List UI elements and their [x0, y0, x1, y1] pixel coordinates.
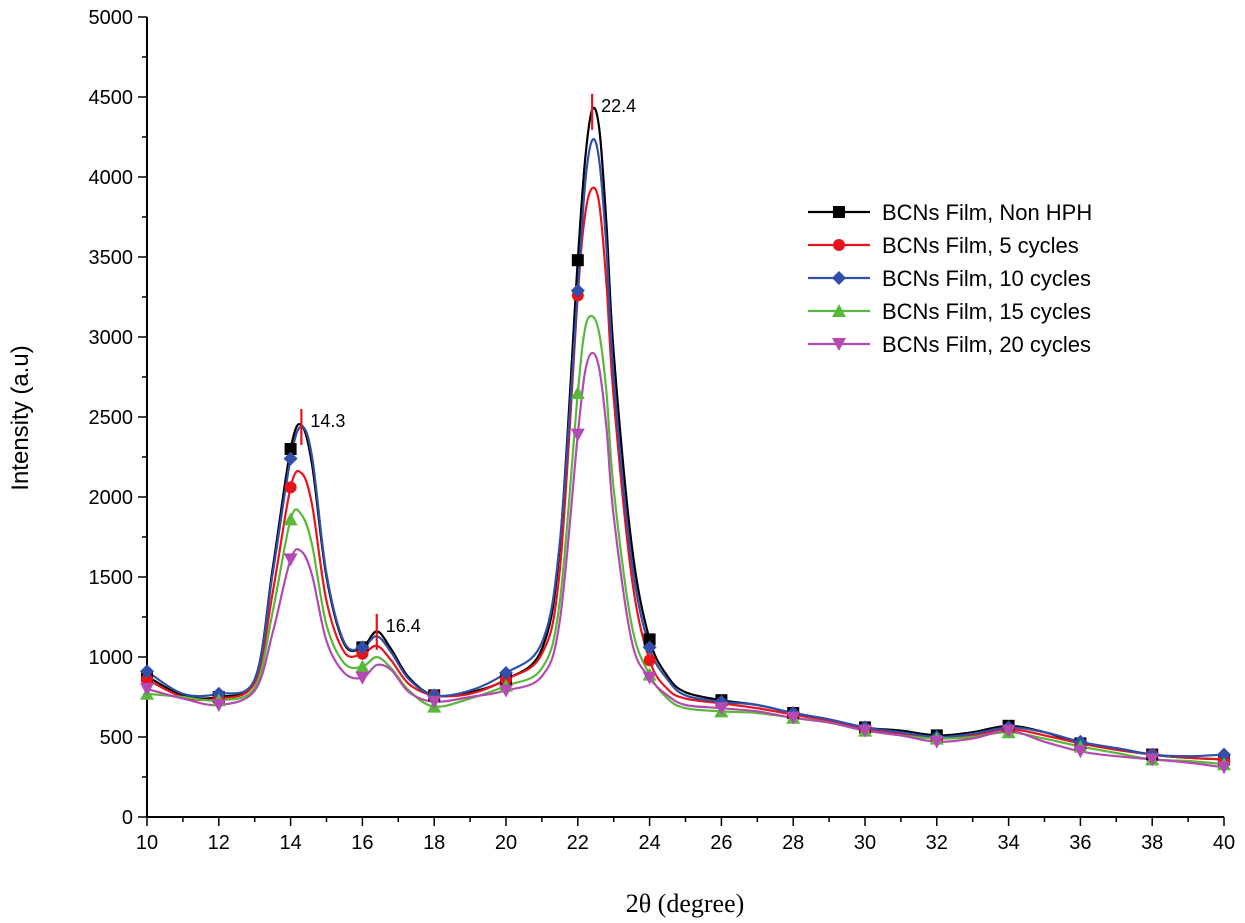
series-5-point [642, 671, 657, 685]
peak-annotations-group: 14.3 16.4 22.4 [300, 93, 636, 650]
y-tick-label: 4000 [89, 167, 134, 189]
legend-marker-4 [832, 304, 846, 317]
x-tick-label: 24 [638, 832, 660, 854]
x-tick-label: 16 [351, 832, 373, 854]
x-tick-label: 36 [1069, 832, 1091, 854]
y-tick-label: 1000 [89, 647, 134, 669]
x-tick-label: 10 [136, 832, 158, 854]
legend: BCNs Film, Non HPH BCNs Film, 5 cycles BCN… [808, 200, 1092, 357]
legend-marker-3 [832, 271, 846, 285]
series-1-point [643, 633, 656, 646]
series-5-point [427, 695, 442, 709]
series-5-point [355, 671, 370, 685]
y-tick-label: 5000 [89, 7, 134, 29]
x-ticks-group: 10 12 14 16 18 20 22 24 26 28 30 32 34 36 38 40 [136, 817, 1235, 854]
y-tick-label: 3000 [89, 327, 134, 349]
y-tick-label: 4500 [89, 87, 134, 109]
series-5-point [211, 699, 226, 712]
series-5-point [1001, 724, 1016, 738]
legend-label-4: BCNs Film, 15 cycles [882, 299, 1091, 324]
y-tick-label: 0 [122, 807, 133, 829]
series-3-point [283, 451, 298, 466]
legend-marker-2 [833, 239, 845, 251]
x-tick-label: 20 [495, 832, 517, 854]
x-tick-label: 40 [1213, 832, 1235, 854]
series-5-point [1217, 761, 1231, 775]
peak-annotation-label: 16.4 [386, 616, 421, 636]
y-ticks-group: 0 500 1000 1500 2000 2500 3000 3500 4000 4500 5000 [89, 7, 147, 829]
series-line-4 [146, 314, 1225, 766]
series-5-point [570, 428, 585, 442]
x-tick-label: 30 [854, 832, 876, 854]
x-tick-label: 12 [208, 832, 230, 854]
x-tick-label: 14 [279, 832, 301, 854]
series-4-point [570, 386, 585, 399]
series-3-point [642, 640, 657, 655]
series-5-point [499, 684, 513, 698]
x-axis-title: 2θ (degree) [626, 889, 745, 918]
series-3-point [140, 664, 154, 679]
series-4-point [355, 659, 370, 673]
series-5-point [786, 711, 801, 725]
series-1-point [284, 443, 297, 455]
x-tick-label: 26 [710, 832, 732, 854]
peak-annotation-label: 14.3 [310, 411, 345, 431]
y-tick-label: 500 [100, 727, 133, 749]
x-tick-label: 18 [423, 832, 445, 854]
legend-label-1: BCNs Film, Non HPH [882, 200, 1092, 225]
x-tick-label: 32 [926, 832, 948, 854]
legend-label-2: BCNs Film, 5 cycles [882, 233, 1079, 258]
legend-label-5: BCNs Film, 20 cycles [882, 332, 1091, 357]
y-tick-label: 3500 [89, 247, 134, 269]
series-4-point [283, 512, 298, 526]
series-2-point [141, 673, 153, 686]
series-5-point [140, 683, 154, 696]
series-markers-group [140, 254, 1231, 775]
y-tick-label: 2000 [89, 487, 134, 509]
series-5-point [1145, 753, 1160, 767]
peak-annotation-label: 22.4 [601, 96, 636, 116]
series-1-point [571, 254, 584, 267]
series-3-point [1217, 747, 1231, 762]
series-5-point [858, 724, 872, 738]
y-axis-title: Intensity (a.u) [7, 345, 34, 490]
series-3-point [355, 640, 370, 655]
x-tick-label: 22 [567, 832, 589, 854]
y-tick-label: 2500 [89, 407, 134, 429]
y-tick-label: 1500 [89, 567, 134, 589]
series-line-5 [146, 351, 1225, 769]
series-2-point [284, 481, 297, 494]
legend-label-3: BCNs Film, 10 cycles [882, 266, 1091, 291]
legend-marker-1 [833, 206, 845, 218]
legend-marker-5 [832, 338, 846, 351]
series-2-point [643, 654, 656, 667]
x-tick-label: 34 [997, 832, 1019, 854]
series-3-point [570, 283, 585, 298]
series-3-point [499, 666, 513, 680]
axes-group [146, 17, 1224, 818]
x-tick-label: 38 [1141, 832, 1163, 854]
series-5-point [929, 735, 944, 749]
series-5-point [1073, 745, 1088, 759]
x-tick-label: 28 [782, 832, 804, 854]
series-5-point [714, 702, 729, 716]
series-5-point [283, 553, 298, 567]
